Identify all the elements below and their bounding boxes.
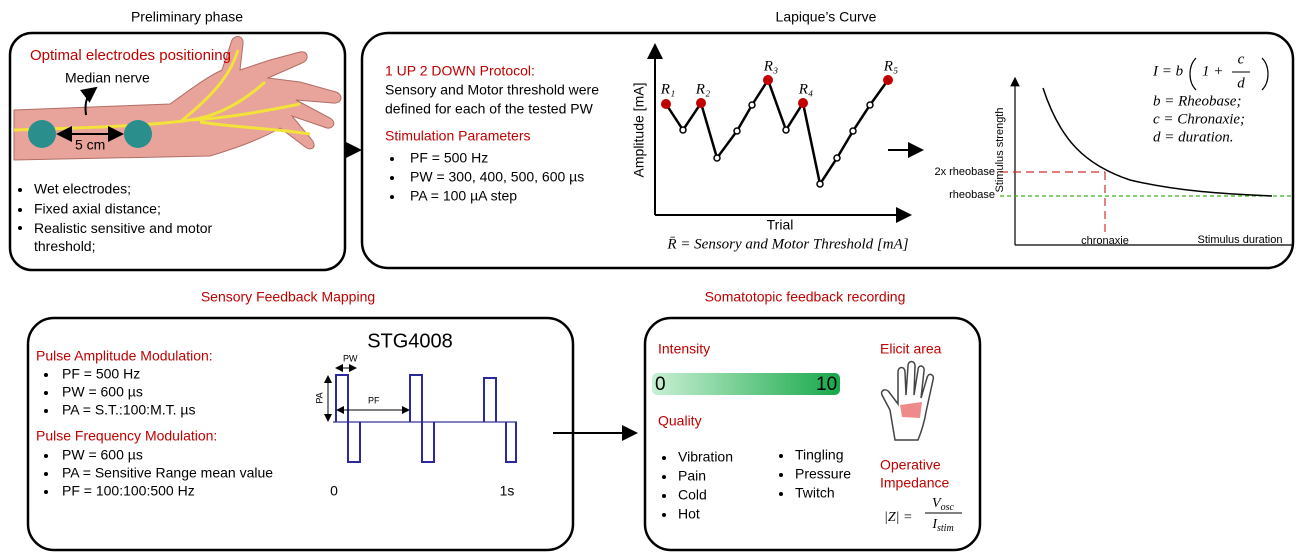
bullet-dot bbox=[44, 490, 48, 494]
hand-icon bbox=[882, 362, 934, 441]
waveform-label: PW bbox=[343, 353, 358, 363]
formula-sub: osc bbox=[941, 502, 955, 513]
definition: d = duration. bbox=[1153, 129, 1234, 145]
formula-sub: stim bbox=[937, 523, 954, 534]
waveform-label: 1s bbox=[500, 483, 515, 499]
axis-label: chronaxie bbox=[1081, 235, 1129, 247]
bullet-dot bbox=[662, 456, 666, 460]
intensity-bar bbox=[652, 373, 840, 395]
bullet-text: PW = 600 µs bbox=[62, 384, 143, 400]
reversal-label: R₄ bbox=[798, 81, 813, 97]
description: defined for each of the tested PW bbox=[385, 101, 594, 117]
waveform-label: PA bbox=[314, 392, 324, 403]
option-text: Cold bbox=[678, 487, 707, 503]
option-text: Pressure bbox=[795, 466, 851, 482]
equation: 1 + bbox=[1202, 63, 1223, 79]
bullet-text: PW = 300, 400, 500, 600 µs bbox=[410, 169, 584, 185]
formula: |Z| = bbox=[884, 510, 912, 525]
heading: Stimulation Parameters bbox=[385, 128, 531, 144]
equation: I = b bbox=[1152, 63, 1184, 79]
option-text: Tingling bbox=[795, 447, 844, 463]
reversal-label: R₃ bbox=[763, 58, 778, 74]
bullet-text: PA = Sensitive Range mean value bbox=[62, 465, 273, 481]
label: 5 cm bbox=[75, 137, 105, 153]
heading: Impedance bbox=[880, 475, 949, 491]
heading: Pulse Frequency Modulation: bbox=[36, 428, 217, 444]
diagram: Preliminary phase Optimal electrodes posi… bbox=[0, 0, 1301, 552]
bullet-dot bbox=[779, 473, 783, 477]
option-text: Hot bbox=[678, 506, 700, 522]
section-title: Somatotopic feedback recording bbox=[705, 289, 906, 305]
bullet-dot bbox=[18, 188, 22, 192]
bullet-dot bbox=[779, 454, 783, 458]
formula: Istim bbox=[931, 517, 953, 534]
waveform bbox=[328, 368, 517, 462]
bullet-dot bbox=[44, 472, 48, 476]
bullet-text: PA = 100 µA step bbox=[410, 188, 517, 204]
bullet-text: PA = S.T.:100:M.T. µs bbox=[62, 402, 195, 418]
staircase-plot bbox=[655, 45, 910, 215]
bullet-dot bbox=[662, 494, 666, 498]
formula: Vosc bbox=[932, 496, 954, 513]
axis-label: Stimulus duration bbox=[1198, 234, 1283, 246]
axis-label: Stimulus strength bbox=[994, 108, 1006, 193]
section-title: Preliminary phase bbox=[131, 9, 243, 25]
section-title: Sensory Feedback Mapping bbox=[201, 289, 375, 305]
level-label: 2x rheobase bbox=[934, 166, 995, 178]
bullet-dot bbox=[390, 195, 394, 199]
bullet-dot bbox=[662, 475, 666, 479]
bullet-text: PF = 500 Hz bbox=[410, 150, 488, 166]
bullet-text: PW = 600 µs bbox=[62, 447, 143, 463]
definition: b = Rheobase; bbox=[1153, 93, 1241, 109]
heading: Pulse Amplitude Modulation: bbox=[36, 348, 213, 364]
section-title: Lapique’s Curve bbox=[776, 9, 877, 25]
bullet-text: PF = 100:100:500 Hz bbox=[62, 483, 195, 499]
description: Sensory and Motor threshold were bbox=[385, 82, 599, 98]
heading: 1 UP 2 DOWN Protocol: bbox=[385, 63, 535, 79]
reversal-label: R₅ bbox=[883, 58, 898, 74]
option-text: Twitch bbox=[795, 485, 835, 501]
equation: c bbox=[1238, 51, 1245, 67]
scale-label: 10 bbox=[816, 374, 837, 395]
reversal-label: R₁ bbox=[660, 81, 675, 97]
formula: R̄ = Sensory and Motor Threshold [mA] bbox=[666, 236, 908, 252]
bullet-dot bbox=[779, 492, 783, 496]
bullet-text: PF = 500 Hz bbox=[62, 366, 140, 382]
bullet-dot bbox=[18, 208, 22, 212]
definition: c = Chronaxie; bbox=[1153, 111, 1245, 127]
bullet-dot bbox=[44, 391, 48, 395]
bullet-dot bbox=[662, 513, 666, 517]
bullet-dot bbox=[18, 226, 22, 230]
device-name: STG4008 bbox=[367, 330, 453, 352]
axis-label: Amplitude [mA] bbox=[631, 83, 647, 178]
heading: Operative bbox=[880, 457, 941, 473]
label: Median nerve bbox=[65, 70, 150, 86]
heading: Optimal electrodes positioning bbox=[30, 47, 231, 64]
axis-label: Trial bbox=[767, 217, 794, 233]
heading: Intensity bbox=[658, 341, 710, 357]
heading: Quality bbox=[658, 413, 702, 429]
strength-duration-plot bbox=[1000, 58, 1292, 245]
bullet-text: Fixed axial distance; bbox=[34, 201, 161, 217]
page: { "preliminary": {"title": "Preliminary … bbox=[0, 0, 1301, 552]
bullet-text: Wet electrodes; bbox=[34, 181, 131, 197]
level-label: rheobase bbox=[949, 189, 995, 201]
bullet-wrap: Realistic sensitive and motor threshold; bbox=[34, 219, 274, 259]
equation: d bbox=[1237, 75, 1245, 91]
waveform-label: 0 bbox=[330, 483, 338, 499]
bullet-dot bbox=[44, 454, 48, 458]
reversal-label: R₂ bbox=[695, 81, 710, 97]
bullet-dot bbox=[44, 373, 48, 377]
bullet-dot bbox=[390, 176, 394, 180]
bullet-dot bbox=[390, 157, 394, 161]
scale-label: 0 bbox=[655, 374, 666, 395]
option-text: Pain bbox=[678, 468, 706, 484]
bullet-dot bbox=[44, 409, 48, 413]
waveform-label: PF bbox=[368, 395, 380, 405]
option-text: Vibration bbox=[678, 449, 733, 465]
heading: Elicit area bbox=[880, 341, 942, 357]
bullet-text: Realistic sensitive and motor threshold; bbox=[34, 219, 274, 255]
